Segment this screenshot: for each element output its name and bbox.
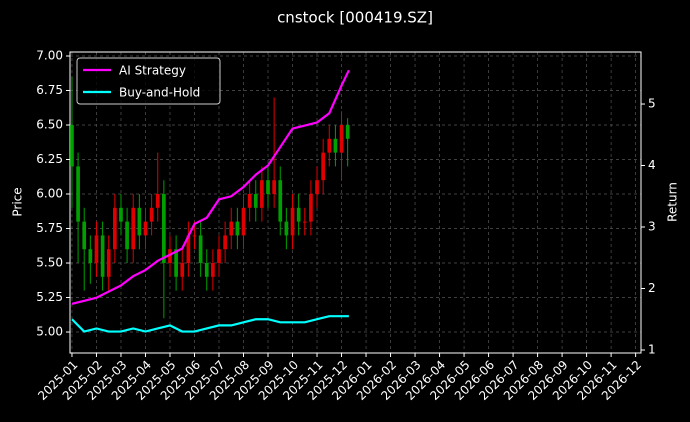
return-line — [71, 69, 350, 305]
y-tick-label: 6.75 — [36, 83, 63, 97]
candle-body — [113, 207, 117, 250]
candle-body — [302, 221, 307, 223]
y-tick-label: 5.75 — [36, 221, 63, 235]
y2-tick-label: 5 — [648, 97, 656, 111]
y-tick-label: 6.00 — [36, 187, 63, 201]
candle-body — [278, 180, 283, 222]
candle-body — [106, 249, 111, 277]
y2-tick-label: 4 — [648, 158, 656, 172]
candle-body — [284, 221, 289, 236]
candle-body — [137, 207, 142, 236]
y-tick-label: 6.50 — [36, 118, 63, 132]
candle-body — [217, 249, 221, 264]
candle-body — [272, 180, 276, 195]
return-line — [71, 315, 349, 333]
candle-body — [241, 207, 246, 236]
candle-body — [94, 235, 99, 264]
legend-label: AI Strategy — [119, 64, 186, 78]
candle-body — [327, 138, 332, 153]
candle-body — [143, 221, 148, 236]
y2-tick-label: 2 — [648, 281, 656, 295]
y-tick-label: 5.50 — [36, 256, 63, 270]
candle-body — [345, 125, 350, 139]
y-axis-label: Price — [11, 187, 25, 216]
candle-body — [290, 207, 295, 236]
candle-body — [266, 180, 270, 195]
plot-frame — [69, 51, 642, 354]
y-tick-label: 5.00 — [36, 325, 63, 339]
y-tick-label: 5.25 — [36, 290, 63, 304]
candle-body — [253, 194, 258, 208]
y2-tick-label: 1 — [648, 342, 656, 356]
candle-body — [174, 249, 178, 277]
candle-body — [192, 235, 197, 237]
candle-body — [333, 138, 338, 153]
candle-body — [247, 194, 252, 208]
candle-body — [155, 194, 160, 208]
y-tick-label: 7.00 — [36, 49, 63, 63]
candle-body — [211, 263, 215, 277]
chart-title: cnstock [000419.SZ] — [277, 9, 433, 27]
candle-body — [296, 207, 301, 222]
candle-body — [198, 235, 203, 264]
y2-tick-label: 3 — [648, 220, 656, 234]
candle-body — [321, 152, 325, 181]
candle-body — [125, 221, 129, 250]
candle-body — [235, 221, 240, 236]
legend-label: Buy-and-Hold — [119, 86, 200, 100]
candle-body — [309, 194, 313, 222]
candle-body — [260, 180, 264, 208]
candle-body — [162, 194, 166, 264]
candle-body — [315, 180, 319, 195]
candle-body — [339, 125, 344, 153]
candle-body — [223, 235, 227, 250]
candle-body — [119, 207, 123, 222]
candle-body — [76, 166, 80, 222]
candle-body — [186, 235, 191, 264]
candle-body — [204, 263, 209, 277]
y-tick-label: 6.25 — [36, 152, 63, 166]
candle-body — [70, 125, 74, 167]
candle-body — [131, 207, 136, 250]
legend-box — [76, 57, 221, 105]
y2-axis-label: Return — [666, 182, 680, 222]
candle-body — [82, 221, 87, 250]
candle-body — [168, 249, 172, 264]
candle-body — [88, 249, 93, 264]
candle-body — [100, 235, 105, 277]
candle-body — [180, 263, 185, 277]
candle-body — [149, 207, 154, 222]
candle-body — [229, 221, 234, 236]
